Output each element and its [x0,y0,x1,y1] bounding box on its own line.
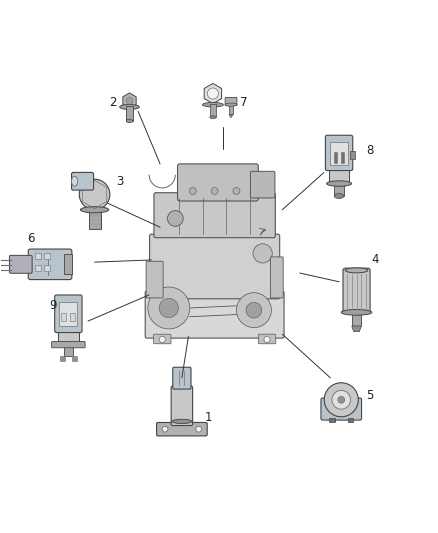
Circle shape [196,426,201,432]
FancyBboxPatch shape [150,234,280,299]
Bar [329,418,335,422]
Circle shape [264,336,270,343]
Bar [126,106,133,121]
Bar [64,254,72,274]
Text: 9: 9 [49,300,57,312]
Ellipse shape [120,104,139,109]
Ellipse shape [172,419,192,424]
Ellipse shape [225,103,237,106]
Circle shape [159,298,178,318]
Bar [61,313,66,320]
Text: 2: 2 [110,96,117,109]
Bar [44,265,50,271]
Bar [60,356,65,361]
Bar [334,152,337,163]
Bar [58,331,78,342]
Circle shape [167,211,183,227]
FancyBboxPatch shape [171,386,193,425]
FancyBboxPatch shape [55,295,82,333]
Polygon shape [123,93,136,108]
Circle shape [162,426,168,432]
Circle shape [189,188,196,195]
Bar [229,104,233,115]
Circle shape [253,244,272,263]
Ellipse shape [327,181,352,186]
FancyBboxPatch shape [325,135,353,171]
Polygon shape [352,326,361,332]
Bar [88,210,101,229]
Bar [341,152,344,163]
Text: 3: 3 [116,175,123,188]
FancyBboxPatch shape [154,193,276,238]
Text: 6: 6 [28,232,35,245]
Circle shape [246,302,262,318]
FancyBboxPatch shape [271,257,283,298]
FancyBboxPatch shape [258,334,276,344]
FancyBboxPatch shape [71,172,94,190]
Bar [348,418,353,422]
Bar [60,302,78,326]
FancyBboxPatch shape [10,255,32,273]
Ellipse shape [71,176,78,186]
Ellipse shape [334,193,344,198]
Ellipse shape [341,310,372,315]
Bar [72,356,77,361]
Bar [329,169,349,182]
Ellipse shape [126,119,133,123]
Circle shape [207,88,219,99]
Circle shape [79,179,110,210]
Ellipse shape [202,102,223,107]
Bar [330,142,348,165]
Bar [210,104,216,117]
Text: 8: 8 [366,144,373,157]
Circle shape [338,397,345,403]
Polygon shape [204,84,222,103]
Bar [35,253,41,259]
Polygon shape [229,115,233,118]
FancyBboxPatch shape [225,98,237,106]
Ellipse shape [81,207,109,213]
Circle shape [324,383,358,417]
FancyBboxPatch shape [173,367,191,389]
Ellipse shape [210,116,216,119]
Bar [64,345,73,357]
Bar [350,151,355,159]
Text: 1: 1 [205,410,212,424]
Bar [334,183,344,196]
FancyBboxPatch shape [156,423,207,436]
FancyBboxPatch shape [146,261,163,298]
FancyBboxPatch shape [52,342,85,348]
Circle shape [233,188,240,195]
FancyBboxPatch shape [177,164,258,201]
FancyBboxPatch shape [28,249,72,280]
Bar [352,312,361,326]
FancyBboxPatch shape [145,291,284,338]
Text: 5: 5 [366,389,373,402]
FancyBboxPatch shape [251,171,275,198]
FancyBboxPatch shape [321,398,361,420]
Circle shape [332,390,350,409]
Bar [44,253,50,259]
Circle shape [211,188,218,195]
Circle shape [159,336,165,343]
Polygon shape [126,97,133,104]
Circle shape [237,293,272,328]
Circle shape [148,287,190,329]
FancyBboxPatch shape [343,268,370,313]
Text: 4: 4 [371,254,379,266]
FancyBboxPatch shape [153,334,171,344]
Text: 7: 7 [240,96,247,109]
Bar [70,313,75,320]
Ellipse shape [345,268,368,273]
Bar [35,265,41,271]
